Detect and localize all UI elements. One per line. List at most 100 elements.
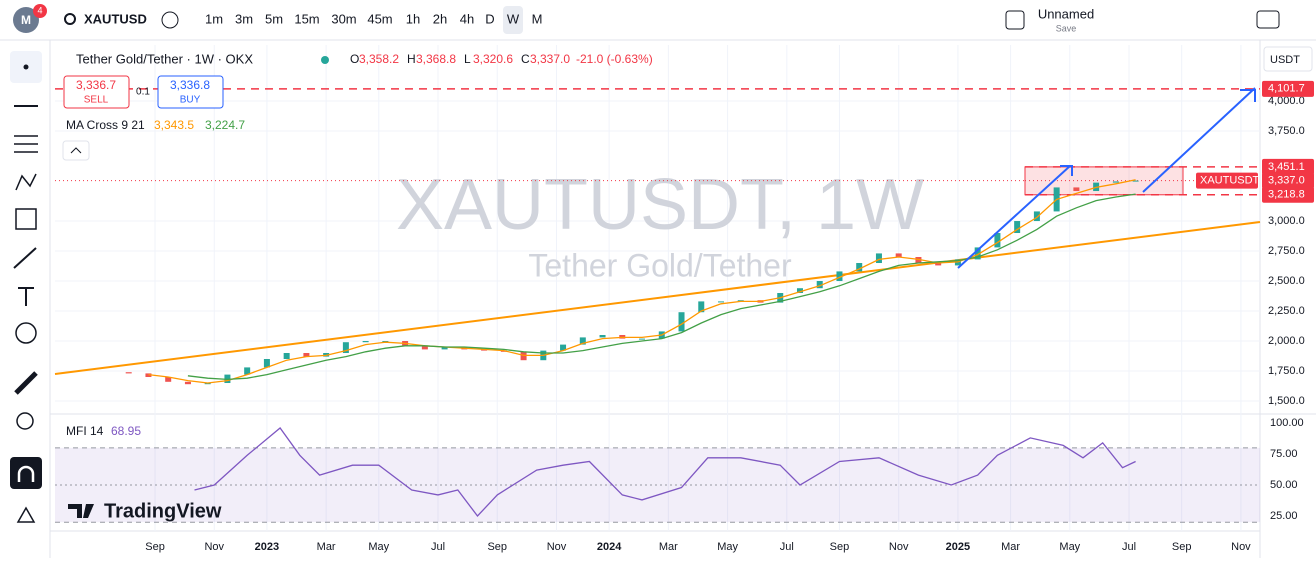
currency[interactable]: USDT [1270,54,1300,66]
ma21-value: 3,224.7 [205,118,245,132]
watermark: XAUTUSDT, 1W [396,165,924,245]
arrow-drawing [1142,87,1256,193]
candle [796,288,803,294]
candle [935,263,942,266]
symbol-tag [1196,172,1258,189]
mfi-value: 68.95 [111,424,141,438]
x-tick-label: Sep [1172,541,1192,553]
sell-button[interactable] [63,75,130,109]
top-bar [0,0,1316,40]
interval[interactable]: 2h [433,11,447,26]
pattern-tool[interactable] [15,173,37,191]
magnet-tool[interactable] [10,457,42,489]
interval[interactable]: 5m [265,11,283,26]
x-tick-label: Mar [659,541,678,553]
y-tick-label: 2,000.0 [1268,335,1305,347]
ruler-tool[interactable] [14,371,38,395]
x-tick-label: Nov [889,541,909,553]
price-tag-label: 3,218.8 [1268,189,1305,201]
price-tag-label: 3,451.1 [1268,161,1305,173]
x-tick-label: Sep [487,541,507,553]
layout-name[interactable]: Unnamed [1038,6,1094,21]
indicator-name: MA Cross 9 21 [66,118,145,132]
currency-button[interactable] [1263,46,1313,72]
brand-logo [68,504,94,518]
interval[interactable]: 1h [406,11,420,26]
price-tag [1262,172,1314,189]
buy-label[interactable]: BUY [180,95,201,106]
layout-icon[interactable] [1005,10,1025,30]
text-tool[interactable] [18,287,34,306]
collapse-button[interactable] [62,140,90,161]
projection-tool[interactable] [15,208,37,230]
y-tick-label: 1,750.0 [1268,365,1305,377]
interval[interactable]: D [485,11,494,26]
avatar[interactable] [13,7,39,33]
y-tick-label: 2,500.0 [1268,275,1305,287]
candle [698,301,705,313]
chart-title: Tether Gold/Tether · 1W · OKX [76,51,253,66]
lock-tool[interactable] [16,506,36,523]
sell-price[interactable]: 3,336.7 [76,78,116,92]
ohlc-key: L [464,52,471,66]
search-icon[interactable] [64,13,76,25]
candle [974,247,981,260]
candle [875,253,882,264]
candle [263,359,270,368]
y-tick-label: 100.00 [1270,417,1304,429]
brush-tool[interactable] [13,247,37,269]
magnet-icon [17,465,35,482]
avatar-letter: M [21,13,31,27]
candle [362,341,369,343]
symbol[interactable]: XAUTUSD [84,11,147,26]
y-tick-label: 25.00 [1270,510,1298,522]
ma9-value: 3,343.5 [154,118,194,132]
interval[interactable]: M [532,11,543,26]
buy-price[interactable]: 3,336.8 [170,78,210,92]
save-label[interactable]: Save [1056,23,1077,33]
sell-label[interactable]: SELL [84,95,109,106]
interval[interactable]: W [507,11,520,26]
candle [639,338,646,340]
cursor-tool[interactable] [23,64,29,70]
y-tick-label: 75.00 [1270,448,1298,460]
interval[interactable]: 30m [331,11,356,26]
y-tick-label: 2,750.0 [1268,245,1305,257]
change: -21.0 (-0.63%) [576,52,653,66]
spread: 0.1 [136,87,150,98]
candle [165,377,172,382]
interval[interactable]: 1m [205,11,223,26]
ohlc-value: 3,368.8 [416,52,456,66]
interval[interactable]: 45m [367,11,392,26]
candle [1112,181,1119,183]
zoom-tool[interactable] [16,412,34,430]
candle [856,263,863,272]
y-tick-label: 2,250.0 [1268,305,1305,317]
ohlc-value: 3,337.0 [530,52,570,66]
mfi-line [194,427,1136,518]
emoji-tool[interactable] [15,322,37,344]
candle [718,301,725,303]
fib-tool[interactable] [14,135,38,153]
price-tag-label: 4,101.7 [1268,83,1305,95]
candle [895,253,902,258]
interval[interactable]: 15m [294,11,319,26]
candle [441,347,448,350]
x-tick-label: May [368,541,389,553]
candle [560,344,567,351]
x-tick-label: Nov [1231,541,1251,553]
x-tick-label: May [717,541,738,553]
candle [342,342,349,354]
add-icon[interactable] [161,11,179,29]
candle [599,335,606,338]
symbol-tag-label: XAUTUSDT [1200,174,1260,186]
buy-button[interactable] [157,75,224,109]
ohlc-key: O [350,52,359,66]
snapshot-icon[interactable] [1256,10,1280,29]
interval[interactable]: 3m [235,11,253,26]
price-tag-label: 3,337.0 [1268,174,1305,186]
badge [33,4,47,18]
ohlc-value: 3,320.6 [473,52,513,66]
interval[interactable]: 4h [460,11,474,26]
